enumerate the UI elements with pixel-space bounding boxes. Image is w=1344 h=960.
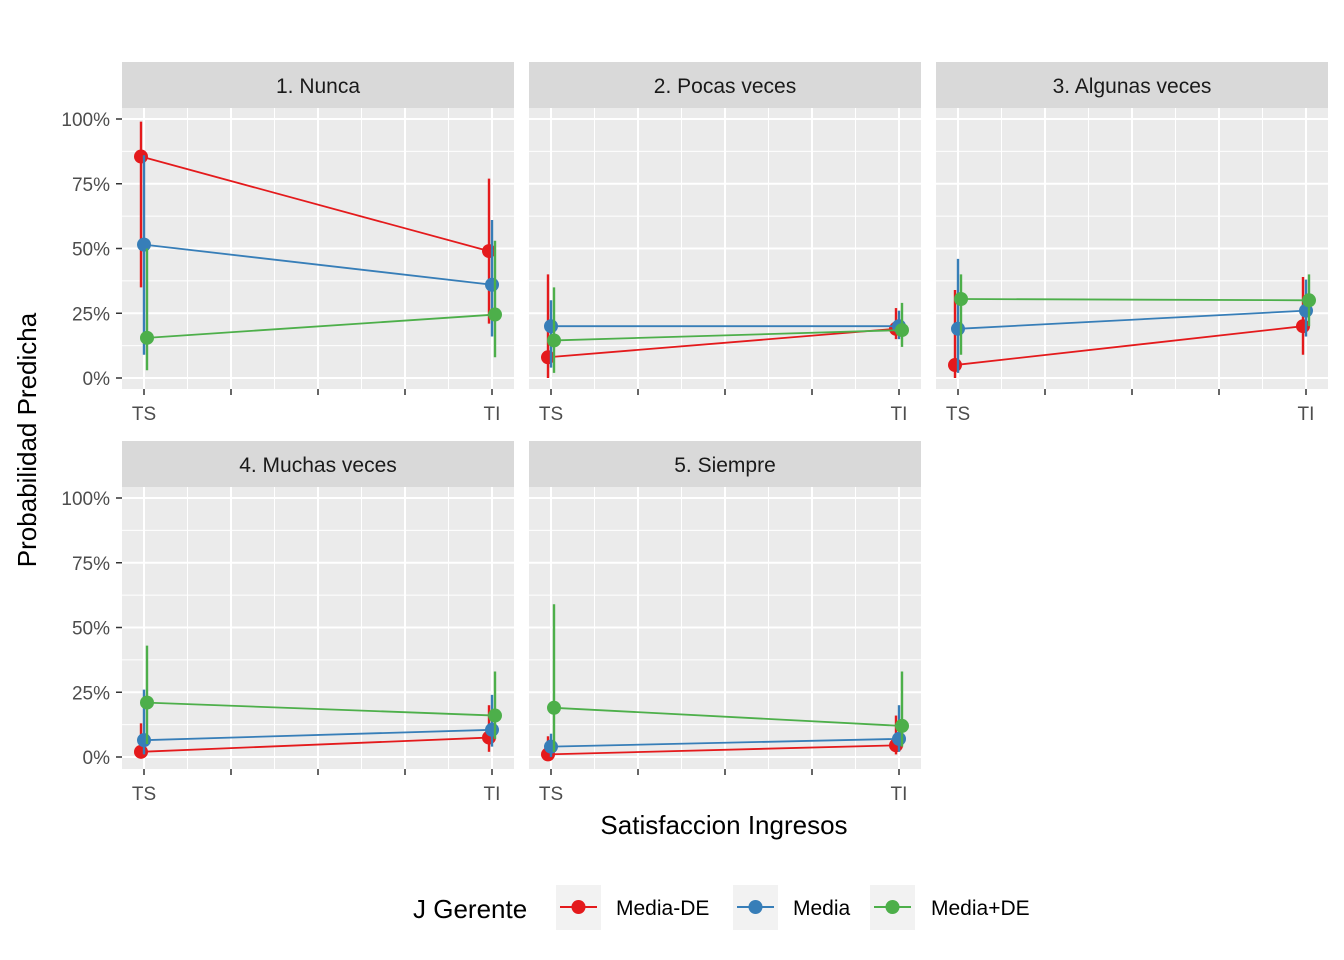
data-point (137, 733, 151, 748)
legend-key-point (885, 900, 900, 914)
legend-key-point (748, 900, 763, 914)
data-point (544, 739, 558, 754)
data-point (488, 708, 502, 723)
facet-strip-label: 2. Pocas veces (654, 75, 796, 98)
data-point (140, 695, 154, 710)
series-media-de (547, 604, 909, 752)
x-tick-label: TS (132, 784, 156, 805)
y-tick-label: 0% (83, 369, 111, 390)
facet-strip (122, 62, 514, 108)
data-point (544, 319, 558, 334)
x-tick-label: TS (132, 404, 156, 425)
facet-strip-label: 1. Nunca (276, 75, 360, 98)
facet-panel: 2. Pocas veces TS TI (529, 62, 921, 425)
data-point (488, 307, 502, 322)
series-media-de (547, 287, 909, 373)
data-point (137, 237, 151, 252)
x-tick-label: TI (1298, 404, 1315, 425)
series-line (140, 155, 490, 252)
series-line (954, 325, 1304, 366)
y-tick-label: 100% (61, 489, 110, 510)
series-line (957, 309, 1307, 330)
legend-item: Media (733, 885, 851, 930)
y-tick-label: 100% (61, 110, 110, 131)
series-line (140, 736, 490, 753)
x-tick-label: TS (946, 404, 970, 425)
data-point (892, 731, 906, 746)
data-point (134, 744, 148, 759)
facet-strip (936, 62, 1328, 108)
x-tick-label: TI (484, 404, 501, 425)
y-tick-label: 50% (72, 619, 110, 640)
series-line (547, 744, 897, 756)
facet-panel: 5. Siempre TS TI (529, 441, 921, 805)
series-line (553, 329, 903, 342)
series-line (143, 728, 493, 742)
legend: J Gerente Media-DE Media Media+DE (413, 885, 1030, 930)
data-point (951, 321, 965, 336)
series-line (960, 298, 1310, 302)
data-point (895, 718, 909, 733)
x-tick-label: TS (539, 784, 563, 805)
facet-strip (529, 441, 921, 487)
y-tick-label: 75% (72, 175, 110, 196)
facet-strip-label: 5. Siempre (674, 454, 776, 477)
legend-key-point (571, 900, 586, 914)
y-tick-label: 50% (72, 240, 110, 261)
y-tick-label: 75% (72, 554, 110, 575)
series-media-de (140, 645, 502, 745)
facet-panel: 3. Algunas veces TS TI (936, 62, 1328, 425)
series-media-de (140, 240, 502, 371)
series-line (553, 706, 903, 727)
y-tick-label: 25% (72, 304, 110, 325)
facet-panel: 4. Muchas veces TS TI 0% 25% 50% 75% 100% (61, 441, 514, 805)
data-point (485, 722, 499, 737)
series-line (146, 701, 496, 717)
x-tick-label: TI (891, 784, 908, 805)
legend-item: Media-DE (556, 885, 709, 930)
legend-label: Media-DE (616, 897, 709, 920)
series-line (146, 313, 496, 339)
series-media-de (954, 274, 1316, 355)
data-point (134, 149, 148, 164)
y-tick-label: 0% (83, 748, 111, 769)
series-line (550, 737, 900, 748)
legend-label: Media+DE (931, 897, 1030, 920)
x-tick-label: TI (891, 404, 908, 425)
x-axis-title: Satisfaccion Ingresos (600, 810, 847, 840)
y-axis-title: Probabilidad Predicha (12, 312, 42, 567)
data-point (1302, 293, 1316, 308)
data-point (895, 323, 909, 338)
facet-strip-label: 3. Algunas veces (1053, 75, 1212, 98)
facet-panel: 1. Nunca TS TI 0% 25% 50% 75% 100% (61, 62, 514, 425)
series-line (143, 243, 493, 286)
panels: 1. Nunca TS TI 0% 25% 50% 75% 100% 2. Pocas vece… (61, 62, 1328, 805)
legend-title: J Gerente (413, 894, 527, 924)
series-line (547, 327, 897, 359)
legend-label: Media (793, 897, 851, 920)
facet-strip (122, 441, 514, 487)
y-tick-label: 25% (72, 683, 110, 704)
data-point (485, 277, 499, 292)
x-tick-label: TS (539, 404, 563, 425)
data-point (954, 292, 968, 307)
legend-item: Media+DE (870, 885, 1030, 930)
data-point (140, 330, 154, 345)
data-point (547, 333, 561, 348)
x-tick-label: TI (484, 784, 501, 805)
facet-strip (529, 62, 921, 108)
data-point (948, 358, 962, 373)
data-point (547, 700, 561, 715)
facet-strip-label: 4. Muchas veces (239, 454, 397, 477)
series-media-de (134, 121, 496, 324)
